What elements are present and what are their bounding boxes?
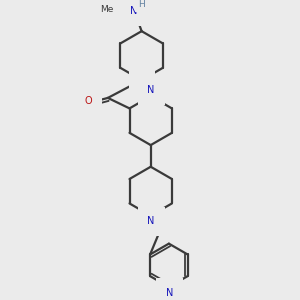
Text: H: H xyxy=(138,0,145,9)
Text: Me: Me xyxy=(100,5,114,14)
Text: N: N xyxy=(147,216,155,226)
Text: N: N xyxy=(166,288,173,298)
Text: O: O xyxy=(84,96,92,106)
Text: N: N xyxy=(147,85,155,95)
Text: N: N xyxy=(138,81,146,91)
Text: N: N xyxy=(130,6,137,16)
